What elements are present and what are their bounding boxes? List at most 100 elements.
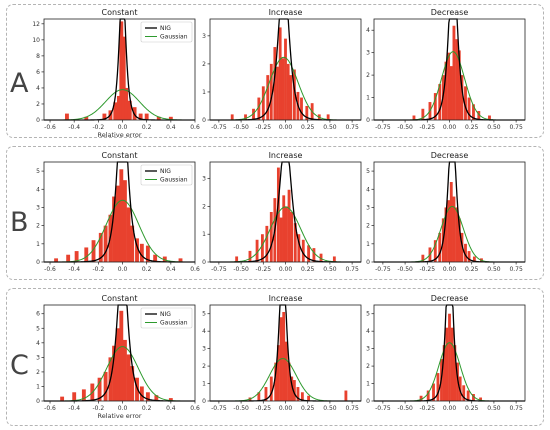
histogram-bar	[102, 113, 107, 120]
histogram-bar	[312, 248, 316, 262]
legend-nig-label: NIG	[160, 25, 171, 32]
histogram-bar	[438, 232, 442, 262]
histogram-bar	[293, 223, 297, 262]
histogram-bar	[432, 383, 435, 401]
legend-nig-label: NIG	[160, 168, 171, 175]
histogram-bar	[235, 256, 239, 262]
x-tick-label: -0.75	[375, 266, 391, 273]
subplot-title: Increase	[269, 8, 303, 17]
histogram-bar	[421, 254, 425, 262]
x-tick-label: -0.50	[233, 405, 249, 412]
axes-frame	[43, 161, 196, 263]
histogram-bar	[281, 58, 285, 120]
histogram-bar	[74, 251, 79, 262]
y-tick-label: 1	[202, 231, 206, 238]
histogram-bar	[433, 93, 437, 120]
histogram-bar	[449, 182, 453, 262]
histogram-bar	[326, 114, 330, 120]
histogram-bar	[296, 387, 300, 401]
y-tick-label: 0	[366, 398, 370, 405]
y-tick-label: 5	[36, 168, 40, 175]
histogram-bar	[307, 245, 311, 262]
histogram-bar	[279, 217, 283, 262]
histogram-bar	[289, 75, 293, 120]
y-tick-label: 0	[36, 117, 40, 124]
y-tick-label: 5	[36, 325, 40, 332]
histogram-bar	[84, 247, 89, 262]
x-tick-label: 0.75	[509, 405, 523, 412]
histogram-bar	[265, 225, 269, 262]
y-tick-label: 0	[202, 398, 206, 405]
x-tick-label: 0.2	[142, 266, 152, 273]
y-tick-label: 4	[36, 340, 40, 347]
x-tick-label: -0.75	[211, 405, 227, 412]
x-tick-label: 0.2	[142, 405, 152, 412]
y-tick-label: 2	[202, 363, 206, 370]
legend-gaussian-label: Gaussian	[160, 177, 188, 184]
histogram-bar	[287, 362, 291, 401]
histogram-bar	[467, 251, 471, 262]
histogram-bar	[153, 254, 158, 262]
y-tick-label: 2	[366, 363, 370, 370]
y-tick-label: 10	[32, 37, 40, 44]
histogram-bar	[103, 371, 108, 401]
y-tick-label: 0	[36, 259, 40, 266]
x-tick-label: 0.50	[487, 405, 501, 412]
y-tick-label: 1	[36, 241, 40, 248]
x-tick-label: -0.25	[420, 266, 436, 273]
histogram-bar	[412, 115, 416, 120]
histogram-bar	[261, 86, 265, 120]
x-tick-label: 0.6	[190, 124, 200, 131]
x-tick-label: 0.25	[301, 405, 315, 412]
y-tick-label: 4	[202, 328, 206, 335]
histogram-bar	[84, 116, 89, 120]
y-tick-label: 4	[36, 186, 40, 193]
histogram-bar	[450, 327, 454, 401]
subplot-a-constant: -0.6 -0.4 -0.2 0.0 0.2 0.4 0.6 0 2 4 6 8 10 12 Constan…	[32, 8, 200, 139]
y-tick-label: 1	[366, 381, 370, 388]
subplot-title: Constant	[102, 8, 138, 17]
y-tick-label: 3	[366, 50, 370, 57]
x-tick-label: -0.75	[375, 405, 391, 412]
x-tick-label: -0.25	[420, 124, 436, 131]
x-tick-label: 0.4	[166, 266, 176, 273]
subplot-title: Constant	[102, 294, 138, 303]
x-tick-label: -0.50	[397, 405, 413, 412]
x-tick-label: 0.00	[443, 266, 457, 273]
histogram-bar	[472, 256, 476, 262]
histogram-bar	[276, 167, 280, 262]
histogram-bar	[273, 47, 277, 120]
histogram-bar	[479, 397, 483, 401]
histogram-bar	[344, 390, 348, 401]
histogram-bar	[91, 240, 96, 262]
histogram-bar	[460, 75, 464, 120]
histogram-bar	[464, 243, 467, 262]
histogram-bar	[319, 253, 323, 262]
y-tick-label: 5	[366, 168, 370, 175]
subplot-c-constant: -0.6 -0.4 -0.2 0.0 0.2 0.4 0.6 0 1 2 3 4 5 6 Constant R…	[36, 294, 200, 420]
histogram-bar	[115, 185, 120, 262]
panel-c	[6, 288, 544, 426]
histogram-bar	[433, 240, 437, 262]
histogram-bar	[121, 36, 126, 121]
histogram-bar	[276, 345, 280, 401]
y-tick-label: 3	[202, 33, 206, 40]
x-tick-label: -0.25	[256, 405, 272, 412]
histogram-bar	[276, 66, 279, 120]
x-tick-label: 0.75	[509, 266, 523, 273]
histogram-bar	[274, 362, 278, 401]
histogram-bar	[124, 87, 129, 120]
y-tick-label: 1	[366, 241, 370, 248]
histogram-bar	[419, 395, 423, 401]
x-tick-label: 0.00	[279, 405, 293, 412]
x-tick-label: -0.4	[68, 266, 80, 273]
y-tick-label: 0	[366, 117, 370, 124]
y-tick-label: 1	[202, 89, 206, 96]
x-tick-label: -0.2	[93, 266, 105, 273]
histogram-bar	[98, 232, 103, 262]
histogram-bar	[442, 345, 446, 401]
histogram-bar	[445, 327, 449, 401]
x-tick-label: 0.50	[487, 266, 501, 273]
histogram-bar	[156, 116, 161, 120]
subplot-title: Decrease	[431, 294, 469, 303]
